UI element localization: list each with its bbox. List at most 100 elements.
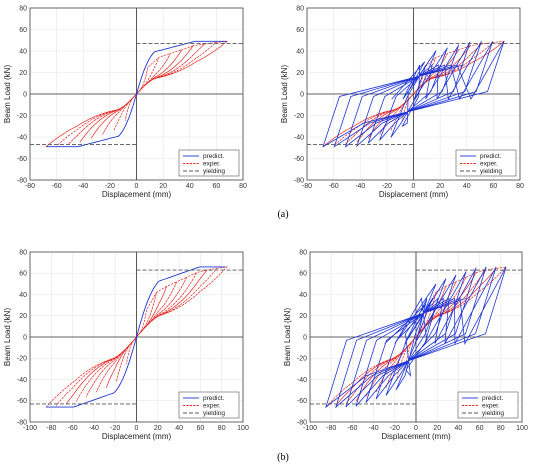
y-axis-label: Beam Load (kN) [3,65,12,124]
x-tick-label: 40 [455,425,463,432]
y-tick-label: -20 [297,356,307,363]
x-tick-label: 20 [433,425,441,432]
y-tick-label: 80 [296,5,304,12]
y-tick-label: -60 [294,156,304,163]
chart-a-left: -80 -60 -40 -20 0 20 40 60 80 -80 -60 -40 -20 0 20 40 60… [3,5,247,199]
legend-entry: exper. [203,403,221,410]
y-tick-label: 40 [296,48,304,55]
x-tick-label: 100 [237,425,249,432]
y-tick-label: -40 [17,377,27,384]
y-tick-label: 40 [19,292,27,299]
plot-frame [306,7,521,181]
x-tick-label: 0 [135,183,139,190]
chart-b-right: -100 -80 -60 -40 -20 0 20 40 60 80 100-80-60-40-20… [283,249,528,441]
x-tick-label: 60 [489,183,497,190]
x-tick-label: 80 [239,183,247,190]
y-tick-label: 60 [299,271,307,278]
x-tick-label: 20 [436,183,444,190]
legend-entry: yielding [480,168,502,175]
y-axis-label: Beam Load (kN) [3,308,12,367]
x-tick-label: -20 [105,183,115,190]
x-axis-label: Displacement (mm) [102,190,172,199]
x-tick-label: -40 [355,183,365,190]
x-tick-label: -80 [302,183,312,190]
y-tick-label: 60 [19,27,27,34]
y-tick-label: -40 [294,134,304,141]
series-predict-line [46,266,226,408]
plot-frame [29,7,244,181]
legend-box [455,149,517,177]
y-tick-label: 80 [19,5,27,12]
y-tick-label: -80 [297,419,307,426]
y-axis-label: Beam Load (kN) [280,65,289,124]
y-tick-label: 0 [300,91,304,98]
caption-a: (a) [277,209,288,220]
x-tick-label: -40 [78,183,88,190]
x-tick-label: -60 [52,183,62,190]
x-tick-label: -20 [110,425,120,432]
y-tick-label: 60 [296,27,304,34]
y-tick-label: -80 [17,419,27,426]
x-tick-label: -60 [347,425,357,432]
y-tick-label: 80 [299,249,307,256]
y-tick-label: 20 [296,70,304,77]
legend-box [178,149,240,177]
y-tick-label: -40 [17,134,27,141]
x-tick-label: 80 [516,183,524,190]
legend: predict.exper.yielding [455,149,517,177]
y-tick-label: 60 [19,271,27,278]
y-axis-label: Beam Load (kN) [283,308,292,367]
x-tick-label: -80 [326,425,336,432]
y-tick-label: -40 [297,377,307,384]
x-tick-label: 100 [516,425,528,432]
y-tick-label: 80 [19,249,27,256]
x-tick-label: 60 [476,425,484,432]
caption-b: (b) [277,452,289,463]
series-predict-line [322,41,505,148]
x-tick-label: -40 [369,425,379,432]
legend-entry: yielding [203,168,225,175]
y-tick-label: -20 [17,356,27,363]
plot-frame [309,251,523,423]
x-axis-label: Displacement (mm) [379,190,449,199]
chart-a-right: -80 -60 -40 -20 0 20 40 60 80 -80 -60 -40 -20 0 20 40 60… [280,5,524,199]
y-tick-label: 20 [19,313,27,320]
legend: predict.exper.yielding [178,391,240,419]
y-tick-label: 0 [303,334,307,341]
x-tick-label: 20 [154,425,162,432]
plot-frame [29,251,244,423]
x-tick-label: 0 [414,425,418,432]
x-tick-label: 0 [412,183,416,190]
legend-entry: predict. [480,153,502,160]
y-tick-label: -20 [17,113,27,120]
legend-entry: exper. [482,403,500,410]
y-tick-label: -80 [294,177,304,184]
chart-b-left: -100 -80 -60 -40 -20 0 20 40 60 80 100-80-60-40-20… [3,249,249,441]
x-tick-label: 0 [135,425,139,432]
x-axis-label: Displacement (mm) [381,432,451,441]
y-tick-label: 20 [19,70,27,77]
x-tick-label: 40 [175,425,183,432]
x-tick-label: 60 [197,425,205,432]
legend-entry: exper. [203,161,221,168]
series-exper-line [45,266,228,408]
x-axis-label: Displacement (mm) [102,432,172,441]
legend: predict.exper.yielding [178,149,240,177]
legend: predict.exper.yielding [457,391,519,419]
y-tick-label: 40 [299,292,307,299]
x-tick-label: -80 [46,425,56,432]
y-tick-label: 20 [299,313,307,320]
x-tick-label: 80 [497,425,505,432]
y-tick-label: -20 [294,113,304,120]
y-tick-label: 40 [19,48,27,55]
x-tick-label: -20 [390,425,400,432]
y-tick-label: -60 [297,398,307,405]
x-tick-label: -80 [25,183,35,190]
y-tick-label: 0 [23,334,27,341]
y-tick-label: 0 [23,91,27,98]
series-predict-line [46,40,227,148]
x-tick-label: -100 [23,425,37,432]
x-tick-label: 80 [218,425,226,432]
legend-entry: yielding [482,410,504,417]
